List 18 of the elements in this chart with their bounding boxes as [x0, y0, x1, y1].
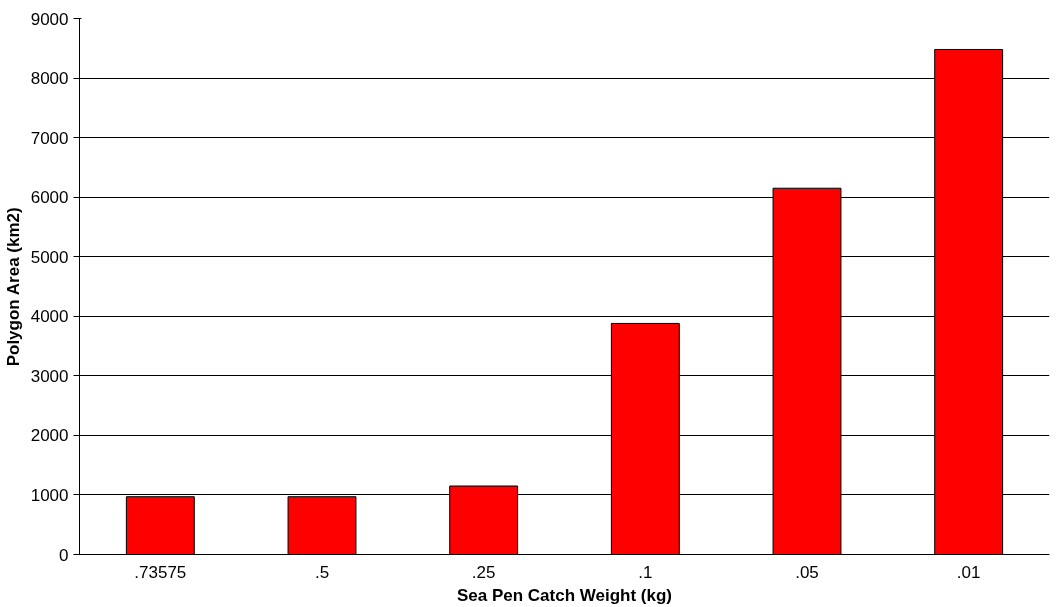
y-tick-label: 2000	[30, 426, 69, 446]
x-tick-label: .05	[795, 562, 819, 582]
y-tick-label: 7000	[30, 128, 69, 148]
y-tick-label: 1000	[30, 485, 69, 505]
x-tick-label: .73575	[134, 562, 187, 582]
y-tick-label: 8000	[30, 69, 69, 89]
x-tick-label: .1	[638, 562, 653, 582]
y-tick-label: 4000	[30, 307, 69, 327]
x-tick-label: .01	[956, 562, 981, 582]
x-tick-label: .25	[471, 562, 496, 582]
y-tick-label: 9000	[30, 9, 69, 29]
y-tick-label: 0	[59, 545, 69, 565]
x-tick-label: .5	[314, 562, 330, 582]
y-tick-label: 5000	[30, 247, 69, 267]
y-tick-label: 6000	[30, 188, 69, 208]
y-tick-label: 3000	[30, 366, 69, 386]
y-axis-title: Polygon Area (km2)	[3, 207, 23, 367]
x-axis-title: Sea Pen Catch Weight (kg)	[456, 585, 673, 605]
